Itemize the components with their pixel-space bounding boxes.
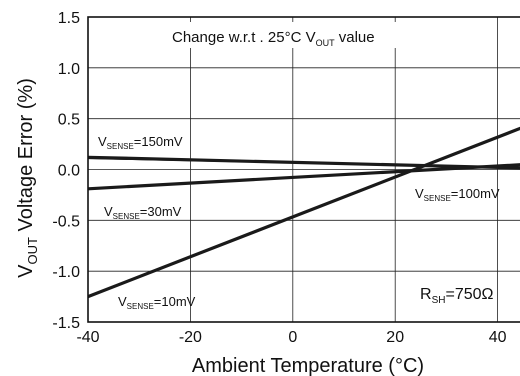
- series-label-150mv-subscript: SENSE: [107, 142, 134, 151]
- y-tick-label: -1.0: [52, 264, 80, 281]
- y-tick-label: 1.0: [58, 61, 80, 78]
- series-label-100mv-suffix: =100mV: [451, 186, 500, 201]
- y-tick-label: -0.5: [52, 213, 80, 230]
- y-axis-title-prefix: V: [15, 264, 37, 278]
- x-axis-title: Ambient Temperature (°C): [192, 355, 424, 376]
- series-label-150mv-prefix: V: [98, 134, 107, 149]
- annotation-reference-subscript: OUT: [316, 38, 336, 48]
- x-tick-label: -40: [76, 329, 99, 346]
- annotation-rsh-suffix: =750Ω: [445, 286, 493, 303]
- series-line-3: [87, 155, 520, 170]
- x-tick-label: 20: [386, 329, 404, 346]
- annotation-background: [160, 22, 428, 48]
- series-label-30mv: VSENSE=30mV: [104, 204, 182, 221]
- series-line-1: [87, 163, 520, 191]
- series-label-10mv-subscript: SENSE: [127, 302, 154, 311]
- y-tick-label: 0.5: [58, 112, 80, 129]
- y-tick-label: 0.0: [58, 163, 80, 180]
- series-group: [87, 126, 520, 299]
- series-label-150mv-suffix: =150mV: [134, 134, 183, 149]
- plot-frame: [87, 16, 520, 323]
- y-axis-title: VOUT Voltage Error (%): [15, 78, 40, 278]
- annotation-reference-prefix: Change w.r.t . 25°C V: [172, 29, 316, 46]
- series-label-150mv: VSENSE=150mV: [98, 134, 183, 151]
- series-label-100mv-prefix: V: [415, 186, 424, 201]
- series-label-30mv-subscript: SENSE: [113, 212, 140, 221]
- annotation-reference-suffix: value: [335, 29, 375, 46]
- annotation-rsh-subscript: SH: [432, 295, 446, 306]
- annotation-reference: Change w.r.t . 25°C VOUT value: [172, 29, 375, 48]
- x-tick-label: 40: [489, 329, 507, 346]
- series-label-100mv: VSENSE=100mV: [415, 186, 500, 203]
- tick-labels: -40-20020406080-1.5-1.0-0.50.00.51.01.5: [52, 10, 507, 346]
- x-tick-label: 0: [288, 329, 297, 346]
- series-label-10mv-prefix: V: [118, 294, 127, 309]
- y-axis-title-suffix: Voltage Error (%): [15, 78, 37, 237]
- grid: [87, 16, 520, 323]
- series-label-30mv-suffix: =30mV: [140, 204, 182, 219]
- y-tick-label: -1.5: [52, 315, 80, 332]
- series-label-10mv-suffix: =10mV: [154, 294, 196, 309]
- series-label-10mv: VSENSE=10mV: [118, 294, 196, 311]
- y-axis-title-subscript: OUT: [25, 237, 40, 265]
- series-label-30mv-prefix: V: [104, 204, 113, 219]
- x-tick-label: -20: [179, 329, 202, 346]
- annotation-rsh-prefix: R: [420, 286, 432, 303]
- series-label-100mv-subscript: SENSE: [424, 194, 451, 203]
- y-tick-label: 1.5: [58, 10, 80, 27]
- annotation-rsh: RSH=750Ω: [420, 286, 494, 306]
